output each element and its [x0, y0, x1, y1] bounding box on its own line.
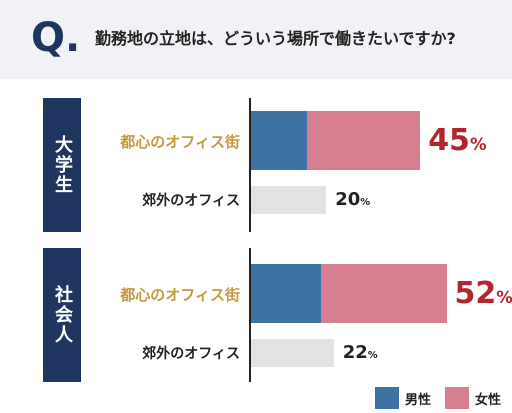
row-label: 都心のオフィス街: [120, 132, 240, 151]
value-number: 20: [335, 189, 361, 210]
bar-segment-female: [321, 264, 447, 323]
value-label: 45%: [428, 122, 487, 162]
axis-divider: [249, 248, 251, 382]
axis-divider: [249, 98, 251, 232]
row-label: 都心のオフィス街: [120, 285, 240, 304]
value-label: 22%: [343, 342, 378, 367]
bar: [251, 186, 327, 214]
legend-item-male: 男性: [375, 386, 431, 410]
value-unit: %: [469, 134, 487, 154]
value-number: 45: [428, 122, 470, 158]
value-number: 22: [342, 342, 368, 363]
row-label: 郊外のオフィス: [142, 346, 240, 362]
question-header: Q. 勤務地の立地は、どういう場所で働きたいですか?: [0, 0, 512, 79]
question-text: 勤務地の立地は、どういう場所で働きたいですか?: [95, 29, 456, 48]
bar-segment-male: [251, 264, 322, 323]
value-label: 52%: [454, 275, 512, 315]
legend-swatch-female: [445, 387, 469, 409]
legend-item-female: 女性: [445, 386, 501, 410]
bar-segment-female: [306, 111, 421, 170]
question-mark: Q.: [31, 15, 81, 61]
group-label-1: 社会人: [43, 248, 81, 382]
bar: [251, 339, 334, 367]
group-label-0: 大学生: [43, 98, 81, 232]
legend-label-female: 女性: [475, 392, 502, 408]
value-unit: %: [496, 287, 512, 307]
row-label: 郊外のオフィス: [142, 193, 240, 209]
bar-segment-male: [251, 111, 307, 170]
legend-label-male: 男性: [405, 392, 432, 408]
legend-swatch-male: [375, 387, 399, 409]
value-number: 52: [454, 275, 497, 311]
value-label: 20%: [335, 189, 370, 214]
value-unit: %: [360, 197, 371, 208]
value-unit: %: [367, 350, 378, 361]
